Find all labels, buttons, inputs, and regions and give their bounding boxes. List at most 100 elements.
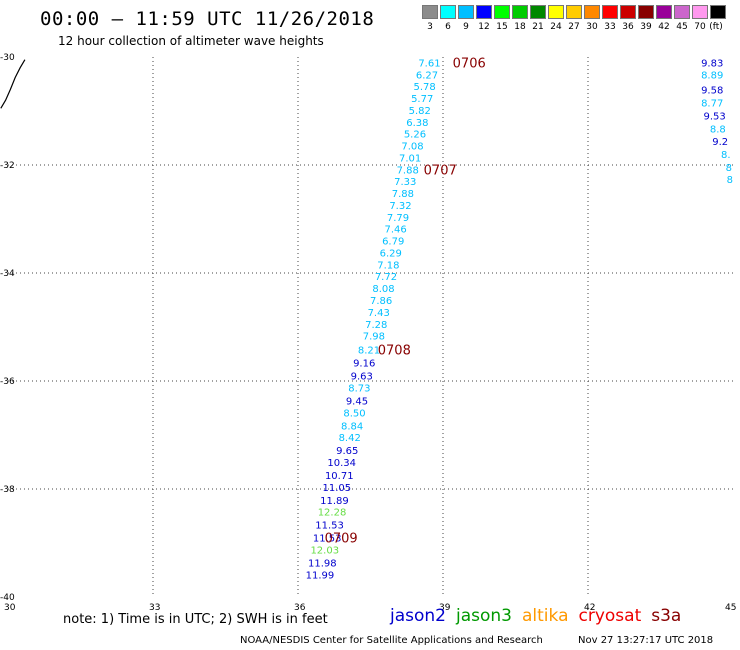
lon-tick-label: 39 bbox=[439, 603, 451, 613]
legend-label: 24 bbox=[550, 22, 562, 32]
legend-swatch bbox=[692, 5, 708, 19]
map-grid bbox=[8, 57, 733, 597]
wave-height-value: 7.01 bbox=[399, 153, 421, 164]
wave-height-value: 8.77 bbox=[701, 98, 723, 109]
wave-height-value: 8.21 bbox=[358, 346, 380, 357]
wave-height-value: 8 bbox=[726, 163, 732, 174]
satellite-legend: jason2 jason3 altika cryosat s3a bbox=[390, 606, 691, 626]
time-label: 0708 bbox=[378, 344, 411, 359]
wave-height-value: 8. bbox=[721, 150, 731, 161]
axis-ticks: 30 33 36 39 42 45 -30 -32 -34 -36 -38 -40 bbox=[0, 53, 736, 613]
wave-height-value: 12.28 bbox=[318, 508, 347, 519]
legend-swatch bbox=[512, 5, 528, 19]
wave-height-value: 7.28 bbox=[365, 320, 387, 331]
time-label: 0709 bbox=[325, 532, 358, 547]
wave-height-value: 8.42 bbox=[339, 433, 361, 444]
legend-swatch bbox=[620, 5, 636, 19]
wave-height-value: 7.46 bbox=[384, 225, 406, 236]
wave-height-value: 6.29 bbox=[380, 248, 402, 259]
wave-height-value: 9.2 bbox=[712, 137, 728, 148]
wave-height-value: 11.89 bbox=[320, 496, 349, 507]
time-label: 0707 bbox=[424, 163, 457, 178]
lat-tick-label: -40 bbox=[0, 593, 15, 603]
wave-height-value: 8.84 bbox=[341, 421, 363, 432]
legend-swatch bbox=[494, 5, 510, 19]
wave-height-value: 9.65 bbox=[336, 446, 358, 457]
wave-height-value: 9.83 bbox=[701, 58, 723, 69]
wave-height-value: 11.05 bbox=[323, 483, 352, 494]
wave-height-value: 5.78 bbox=[413, 82, 435, 93]
legend-label: 42 bbox=[658, 22, 670, 32]
wave-height-value: 8 bbox=[727, 175, 733, 186]
wave-height-value: 6.38 bbox=[406, 118, 428, 129]
wave-height-value: 7.79 bbox=[387, 213, 409, 224]
satellite-jason3: jason3 bbox=[456, 606, 512, 626]
wave-height-value: 11.53 bbox=[313, 534, 342, 545]
wave-height-value: 6.79 bbox=[382, 237, 404, 248]
legend-swatch bbox=[476, 5, 492, 19]
wave-height-value: 7.72 bbox=[375, 272, 397, 283]
wave-height-value: 11.98 bbox=[308, 558, 337, 569]
altimeter-track: 7.616.275.785.775.826.385.267.087.017.88… bbox=[306, 58, 733, 581]
wave-height-value: 7.33 bbox=[394, 177, 416, 188]
credit-line: NOAA/NESDIS Center for Satellite Applica… bbox=[240, 635, 543, 646]
lon-tick-label: 30 bbox=[4, 603, 16, 613]
legend-swatch bbox=[674, 5, 690, 19]
legend-label: 18 bbox=[514, 22, 526, 32]
legend-swatch bbox=[638, 5, 654, 19]
lat-tick-label: -38 bbox=[0, 485, 15, 495]
generated-timestamp: Nov 27 13:27:17 UTC 2018 bbox=[578, 635, 714, 646]
wave-height-value: 8.50 bbox=[343, 408, 365, 419]
lat-tick-label: -30 bbox=[0, 53, 15, 63]
wave-height-value: 11.53 bbox=[315, 521, 344, 532]
wave-height-value: 9.45 bbox=[346, 396, 368, 407]
wave-height-value: 7.98 bbox=[363, 332, 385, 343]
wave-height-value: 5.77 bbox=[411, 94, 433, 105]
wave-height-value: 7.32 bbox=[389, 201, 411, 212]
legend-swatch bbox=[566, 5, 582, 19]
wave-height-value: 7.88 bbox=[392, 189, 414, 200]
legend-label: 6 bbox=[445, 22, 451, 32]
lat-tick-label: -34 bbox=[0, 269, 15, 279]
legend-label: 70 bbox=[694, 22, 706, 32]
legend-label: 15 bbox=[496, 22, 508, 32]
lon-tick-label: 45 bbox=[725, 603, 736, 613]
legend-label: 30 bbox=[586, 22, 598, 32]
legend-swatch bbox=[548, 5, 564, 19]
legend-label: 3 bbox=[427, 22, 433, 32]
lon-tick-label: 33 bbox=[149, 603, 160, 613]
coastline-path bbox=[0, 59, 26, 109]
legend-unit: (ft) bbox=[709, 22, 723, 32]
wave-height-value: 10.71 bbox=[325, 471, 354, 482]
footer-note: note: 1) Time is in UTC; 2) SWH is in fe… bbox=[63, 612, 328, 627]
legend-label: 12 bbox=[478, 22, 490, 32]
lon-tick-label: 42 bbox=[584, 603, 595, 613]
satellite-s3a: s3a bbox=[651, 606, 682, 626]
legend-label: 36 bbox=[622, 22, 634, 32]
legend-label: 27 bbox=[568, 22, 580, 32]
legend-swatch bbox=[458, 5, 474, 19]
wave-height-value: 7.86 bbox=[370, 296, 392, 307]
wave-height-value: 7.61 bbox=[418, 58, 440, 69]
wave-height-value: 5.26 bbox=[404, 130, 426, 141]
chart-title: 00:00 – 11:59 UTC 11/26/2018 bbox=[40, 8, 375, 30]
satellite-cryosat: cryosat bbox=[578, 606, 642, 626]
wave-height-value: 7.18 bbox=[377, 260, 399, 271]
legend-swatch bbox=[710, 5, 726, 19]
wave-height-value: 10.34 bbox=[327, 458, 356, 469]
wave-height-value: 9.53 bbox=[703, 111, 725, 122]
legend-swatch bbox=[602, 5, 618, 19]
wave-height-value: 9.58 bbox=[701, 85, 723, 96]
time-labels: 0706 0707 0708 0709 bbox=[325, 56, 486, 546]
legend-label: 45 bbox=[676, 22, 688, 32]
wave-height-value: 7.43 bbox=[368, 308, 390, 319]
legend-swatch bbox=[584, 5, 600, 19]
wave-height-value: 7.88 bbox=[397, 165, 419, 176]
lon-tick-label: 36 bbox=[294, 603, 306, 613]
coastline bbox=[0, 59, 26, 109]
wave-height-value: 8.89 bbox=[701, 70, 723, 81]
wave-height-value: 8.73 bbox=[348, 383, 370, 394]
legend-swatch bbox=[440, 5, 456, 19]
legend-swatch bbox=[530, 5, 546, 19]
